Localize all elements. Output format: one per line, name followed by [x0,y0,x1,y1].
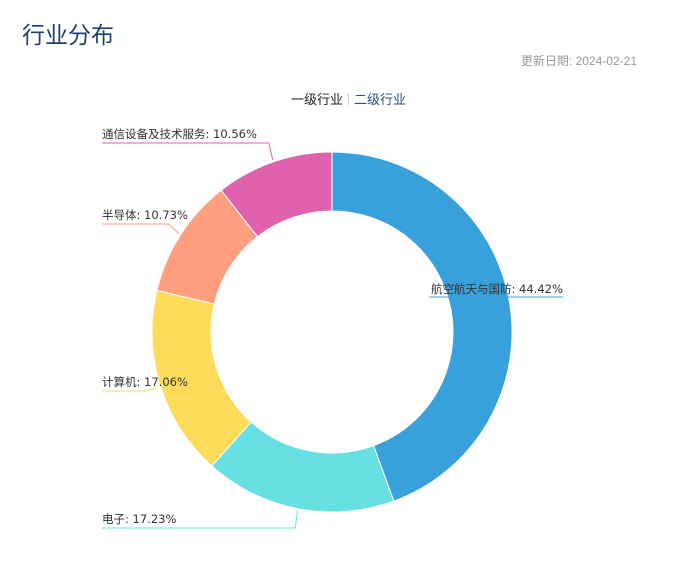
tab-level-2-industry[interactable]: 二级行业 [354,93,407,108]
slice-leader-line-4 [102,142,274,161]
update-date-label: 更新日期: [520,54,573,68]
slice-leader-line-3 [102,223,180,235]
tab-separator [348,93,349,105]
slice-leader-line-1 [102,510,298,529]
donut-slice-0[interactable] [331,151,513,502]
donut-slice-4[interactable] [220,151,333,238]
slice-label-2: 计算机: 17.06% [102,375,188,389]
update-date-value: 2024-02-21 [575,54,637,68]
page-title: 行业分布 [22,23,114,49]
industry-level-tabs: 一级行业 二级行业 [0,89,697,108]
slice-leader-line-2 [102,385,159,392]
slice-label-3: 半导体: 10.73% [102,208,188,222]
update-date-line: 更新日期: 2024-02-21 [521,52,637,69]
tab-level-1-industry[interactable]: 一级行业 [290,93,343,108]
donut-slices [151,151,513,513]
slice-label-0: 航空航天与国防: 44.42% [431,282,563,296]
slice-label-4: 通信设备及技术服务: 10.56% [102,127,257,141]
slice-label-1: 电子: 17.23% [102,512,176,526]
slice-labels: 航空航天与国防: 44.42% 电子: 17.23% 计算机: 17.06% 半导体:… [102,127,563,529]
